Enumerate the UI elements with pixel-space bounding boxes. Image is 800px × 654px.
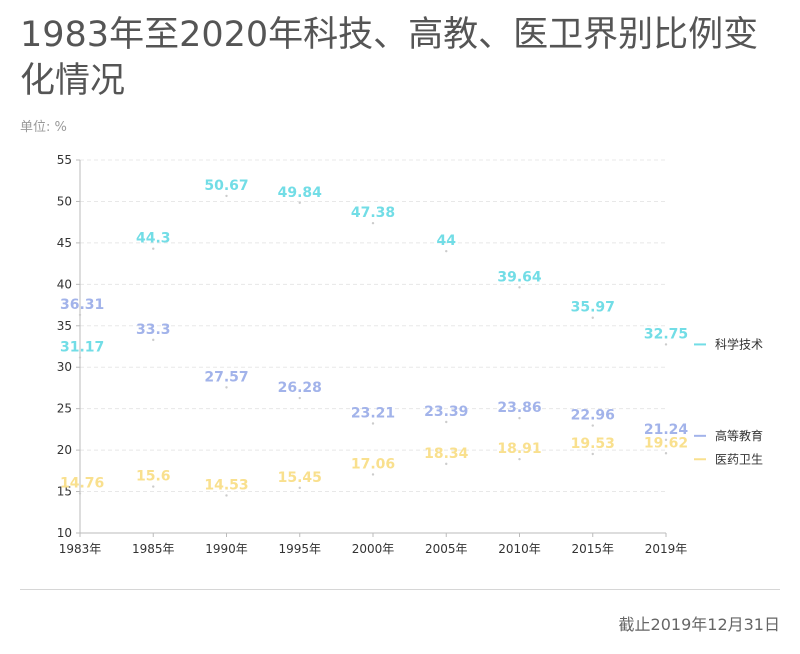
y-tick-label: 25: [57, 402, 72, 416]
data-point: [152, 247, 155, 250]
data-label: 23.39: [424, 404, 468, 420]
data-label: 19.53: [571, 436, 615, 452]
x-tick-label: 1995年: [278, 542, 321, 556]
data-label: 22.96: [571, 408, 615, 424]
y-tick-label: 45: [57, 236, 72, 250]
y-tick-label: 15: [57, 485, 72, 499]
line-chart: 10 15 20 25 30 35 40 45 50 55 1983年 1985年 1990年 1995年…: [57, 153, 763, 556]
data-label: 31.17: [60, 340, 104, 356]
data-label: 21.24: [644, 422, 689, 438]
data-label: 39.64: [497, 269, 542, 285]
data-point: [78, 313, 82, 317]
data-label: 44.3: [136, 231, 171, 247]
x-tick-label: 1983年: [59, 542, 102, 556]
data-label: 17.06: [351, 456, 395, 472]
x-tick-label: 1990年: [205, 542, 248, 556]
data-label: 33.3: [136, 322, 171, 338]
data-label: 27.57: [204, 369, 248, 385]
data-label: 44: [437, 233, 457, 249]
data-label: 19.62: [644, 435, 688, 451]
data-point: [298, 486, 301, 490]
y-tick-label: 55: [57, 153, 72, 167]
x-tick-label: 1985年: [132, 542, 175, 556]
legend-label: 科学技术: [715, 336, 763, 351]
data-point: [664, 452, 668, 455]
data-label: 50.67: [204, 178, 248, 194]
data-point: [225, 194, 228, 198]
data-label: 18.34: [424, 446, 469, 462]
legend-label: 医药卫生: [715, 452, 763, 466]
data-point: [225, 494, 228, 497]
x-tick-label: 2015年: [571, 542, 614, 556]
data-point: [518, 416, 521, 420]
data-point: [445, 462, 448, 466]
data-point: [371, 422, 375, 425]
data-point: [371, 221, 375, 225]
x-tick-label: 2005年: [425, 542, 468, 556]
unit-label: 单位: %: [20, 120, 67, 135]
x-tick-label: 2000年: [352, 542, 395, 556]
x-tick-label: 2010年: [498, 542, 541, 556]
data-label: 49.84: [278, 185, 323, 201]
data-point: [225, 386, 228, 389]
data-label: 15.45: [278, 470, 322, 486]
data-point: [518, 286, 521, 289]
data-label: 23.86: [497, 400, 541, 416]
data-point: [445, 249, 448, 253]
data-label: 15.6: [136, 469, 171, 485]
data-point: [518, 457, 521, 461]
data-label: 14.76: [60, 476, 104, 492]
data-point: [664, 438, 668, 442]
data-point: [591, 452, 594, 456]
data-point: [591, 316, 594, 319]
y-tick-label: 20: [57, 443, 72, 457]
data-label: 14.53: [204, 477, 248, 493]
data-point: [591, 424, 594, 427]
data-point: [371, 473, 375, 476]
footer-note: 截止2019年12月31日: [618, 615, 780, 634]
data-point: [152, 485, 155, 488]
y-tick-label: 10: [57, 526, 72, 540]
chart-title: 1983年至2020年科技、高教、医卫界别比例变化情况: [20, 15, 759, 101]
legend-label: 高等教育: [715, 428, 763, 443]
x-tick-label: 2019年: [645, 542, 688, 556]
data-point: [664, 343, 668, 346]
data-label: 18.91: [497, 441, 541, 457]
data-point: [152, 338, 155, 342]
y-tick-label: 40: [57, 277, 72, 291]
data-point: [78, 356, 82, 359]
data-label: 35.97: [571, 300, 615, 316]
data-point: [78, 492, 82, 495]
data-point: [298, 396, 301, 400]
footer-divider: [20, 589, 780, 590]
data-label: 23.21: [351, 406, 395, 422]
data-label: 32.75: [644, 326, 688, 342]
data-label: 47.38: [351, 205, 395, 221]
y-tick-label: 30: [57, 360, 72, 374]
data-label: 36.31: [60, 297, 104, 313]
data-label: 26.28: [278, 380, 322, 396]
data-point: [445, 420, 448, 424]
data-point: [298, 201, 301, 204]
y-tick-label: 35: [57, 319, 72, 333]
y-tick-label: 50: [57, 194, 72, 208]
